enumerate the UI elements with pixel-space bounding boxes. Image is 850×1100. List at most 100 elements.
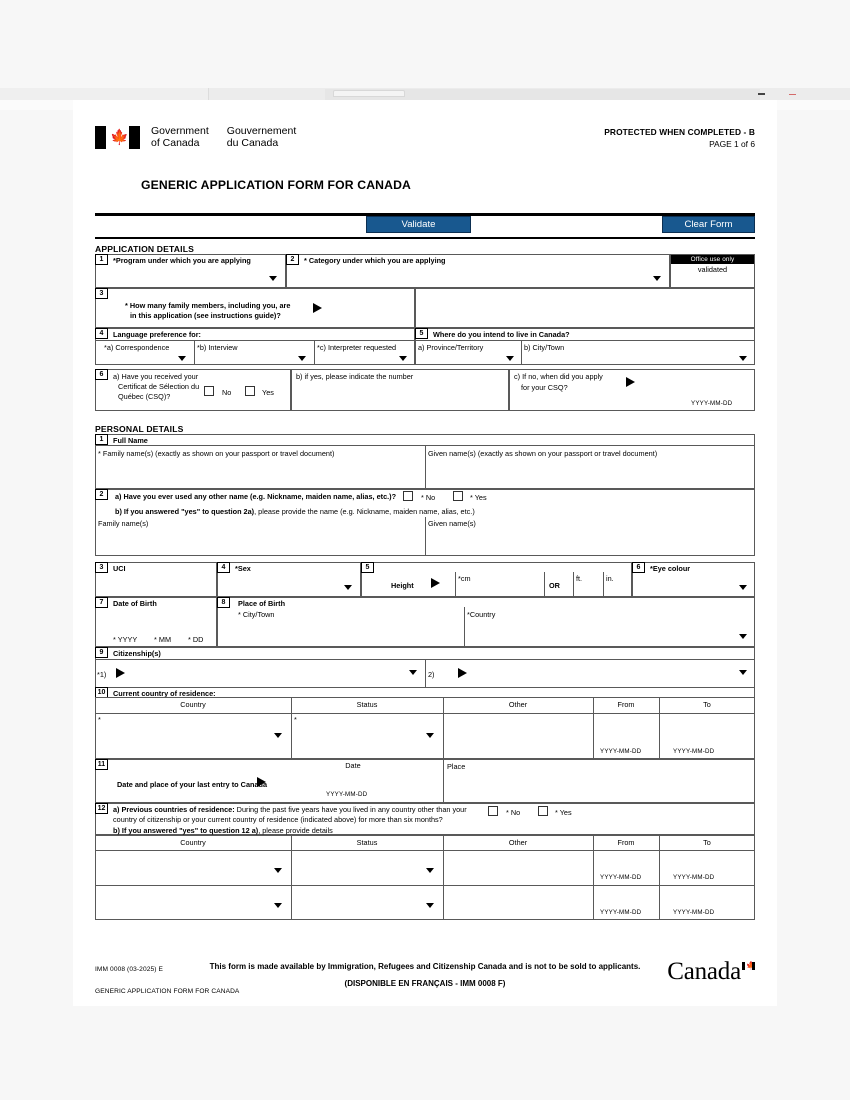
canada-wordmark: Canada 🍁 xyxy=(667,958,756,986)
label-birth-city: * City/Town xyxy=(238,610,275,619)
column-header-country: Country xyxy=(180,838,206,847)
field-category[interactable] xyxy=(286,254,670,288)
question-number-4: 4 xyxy=(95,328,108,339)
header-divider-top xyxy=(95,213,755,216)
footer-notice-line1: This form is made available by Immigrati… xyxy=(209,962,641,971)
gov-fr-line2: du Canada xyxy=(226,136,279,149)
date-format-hint: YYYY-MM-DD xyxy=(673,748,715,755)
checkbox-previous-residence-yes[interactable] xyxy=(538,806,548,816)
question-number-p2: 2 xyxy=(95,489,108,500)
label-other-name-provide-rest: , please provide the name (e.g. Nickname… xyxy=(254,507,475,516)
question-number-p11: 11 xyxy=(95,759,108,770)
question-number-p9: 9 xyxy=(95,647,108,658)
chevron-down-icon[interactable] xyxy=(739,670,747,675)
label-family-members-line1: * How many family members, including you… xyxy=(125,301,291,310)
group-date-of-birth[interactable] xyxy=(95,597,217,647)
label-eye-colour: *Eye colour xyxy=(650,564,691,573)
field-program[interactable] xyxy=(95,254,286,288)
fill-pointer-icon xyxy=(313,303,322,313)
gov-en-line1: Government xyxy=(151,125,209,137)
checkbox-other-name-no[interactable] xyxy=(403,491,413,501)
chevron-down-icon[interactable] xyxy=(344,585,352,590)
label-csq-apply-line1: c) If no, when did you apply xyxy=(514,372,603,381)
checkbox-previous-residence-no[interactable] xyxy=(488,806,498,816)
date-format-hint: YYYY-MM-DD xyxy=(691,400,733,407)
clear-form-button[interactable]: Clear Form xyxy=(662,216,755,233)
checkbox-csq-yes[interactable] xyxy=(245,386,255,396)
chevron-down-icon[interactable] xyxy=(739,356,747,361)
chevron-down-icon[interactable] xyxy=(409,670,417,675)
chevron-down-icon[interactable] xyxy=(298,356,306,361)
question-number-p1: 1 xyxy=(95,434,108,445)
label-last-entry: Date and place of your last entry to Can… xyxy=(117,780,268,789)
field-eye-colour[interactable] xyxy=(632,562,755,597)
label-height-cm: *cm xyxy=(458,574,471,583)
chevron-down-icon[interactable] xyxy=(274,903,282,908)
chevron-down-icon[interactable] xyxy=(274,868,282,873)
label-program: *Program under which you are applying xyxy=(113,256,251,265)
label-other-name-no: * No xyxy=(421,493,436,502)
field-sex[interactable] xyxy=(217,562,361,597)
group-height xyxy=(361,562,632,597)
chevron-down-icon[interactable] xyxy=(506,356,514,361)
browser-window-titlebar[interactable] xyxy=(325,89,760,100)
label-previous-residence-yes: * Yes xyxy=(555,808,572,817)
field-uci[interactable] xyxy=(95,562,217,597)
label-csq-no: No xyxy=(222,388,232,397)
label-csq-line1: a) Have you received your xyxy=(113,372,199,381)
chevron-down-icon[interactable] xyxy=(426,733,434,738)
field-family-members-count[interactable] xyxy=(415,288,755,328)
date-format-hint: YYYY-MM-DD xyxy=(600,874,642,881)
validate-button[interactable]: Validate xyxy=(366,216,471,233)
gov-fr-line1: Gouvernement xyxy=(226,125,297,137)
label-date-of-birth: Date of Birth xyxy=(113,599,157,608)
browser-tab-left[interactable] xyxy=(0,88,209,100)
window-close-icon[interactable] xyxy=(789,94,796,95)
date-format-hint: YYYY-MM-DD xyxy=(673,909,715,916)
protected-notice: PROTECTED WHEN COMPLETED - B xyxy=(604,127,755,137)
chevron-down-icon[interactable] xyxy=(426,868,434,873)
page-title: GENERIC APPLICATION FORM FOR CANADA xyxy=(141,178,411,192)
date-format-hint: YYYY-MM-DD xyxy=(600,748,642,755)
label-previous-residence-no: * No xyxy=(506,808,521,817)
label-place-of-birth: Place of Birth xyxy=(238,599,286,608)
footer-form-code: IMM 0008 (03-2025) E xyxy=(95,966,163,973)
question-number-p4: 4 xyxy=(217,562,230,573)
chevron-down-icon[interactable] xyxy=(653,276,661,281)
label-previous-residence-bold: a) Previous countries of residence: xyxy=(113,805,235,814)
section-title-personal-details: PERSONAL DETAILS xyxy=(95,424,184,434)
government-of-canada-en: Government of Canada xyxy=(151,125,209,149)
label-previous-residence-details-bold: b) If you answered "yes" to question 12 … xyxy=(113,826,259,835)
browser-tab-active[interactable] xyxy=(333,90,405,97)
header-divider-bottom xyxy=(95,237,755,239)
field-csq-apply-date[interactable] xyxy=(509,369,755,411)
office-use-only-header: Office use only xyxy=(671,255,754,264)
fill-pointer-icon xyxy=(116,668,125,678)
label-previous-residence-details: b) If you answered "yes" to question 12 … xyxy=(113,826,333,836)
chevron-down-icon[interactable] xyxy=(178,356,186,361)
question-number-2: 2 xyxy=(286,254,299,265)
column-header-from: From xyxy=(617,838,635,847)
window-minimize-icon[interactable] xyxy=(758,93,765,95)
field-csq-number[interactable] xyxy=(291,369,509,411)
label-other-given-names: Given name(s) xyxy=(428,519,476,528)
fill-pointer-icon xyxy=(257,777,266,787)
chevron-down-icon[interactable] xyxy=(739,585,747,590)
question-number-p6: 6 xyxy=(632,562,645,573)
chevron-down-icon[interactable] xyxy=(274,733,282,738)
label-full-name: Full Name xyxy=(113,436,148,445)
label-height-or: OR xyxy=(549,581,560,590)
chevron-down-icon[interactable] xyxy=(426,903,434,908)
label-city-town: b) City/Town xyxy=(524,343,565,352)
question-number-p12: 12 xyxy=(95,803,108,814)
fill-pointer-icon xyxy=(626,377,635,387)
chevron-down-icon[interactable] xyxy=(399,356,407,361)
group-place-of-birth xyxy=(217,597,755,647)
label-interview: *b) Interview xyxy=(197,343,238,352)
checkbox-csq-no[interactable] xyxy=(204,386,214,396)
group-intended-residence xyxy=(415,328,755,365)
checkbox-other-name-yes[interactable] xyxy=(453,491,463,501)
chevron-down-icon[interactable] xyxy=(739,634,747,639)
chevron-down-icon[interactable] xyxy=(269,276,277,281)
